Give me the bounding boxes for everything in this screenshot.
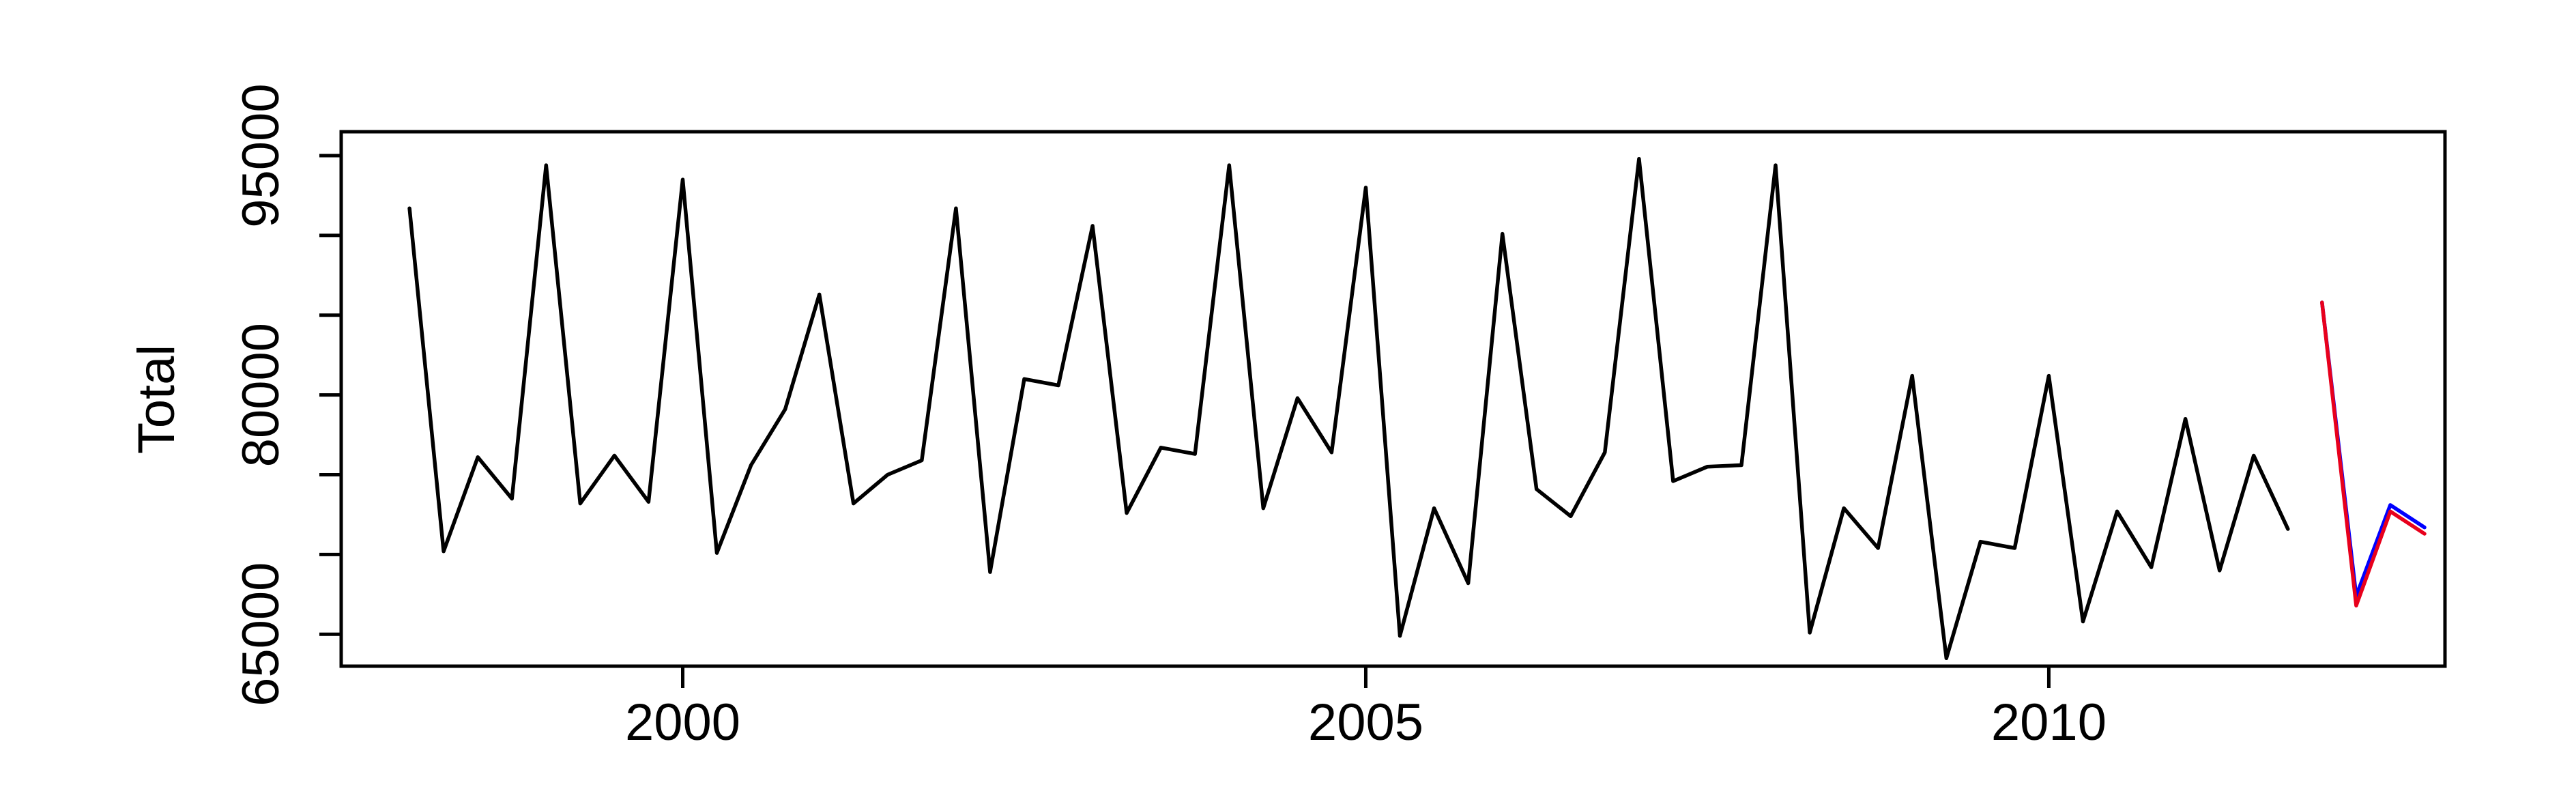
y-tick-label-95000: 95000 (232, 83, 290, 227)
series-line-3 (2320, 300, 2427, 607)
y-axis: 65000 80000 95000 (232, 83, 343, 706)
y-tick-label-80000: 80000 (232, 323, 290, 467)
x-tick-label-2000: 2000 (625, 693, 740, 751)
x-tick-label-2005: 2005 (1308, 693, 1423, 751)
plot-frame (339, 130, 2447, 668)
y-tick-label-65000: 65000 (232, 562, 290, 706)
series-layer (407, 156, 2427, 661)
series-line-1 (407, 156, 2290, 661)
x-tick-label-2010: 2010 (1991, 693, 2107, 751)
y-axis-label: Total (128, 345, 186, 455)
x-axis: 2000 2005 2010 (625, 664, 2107, 751)
